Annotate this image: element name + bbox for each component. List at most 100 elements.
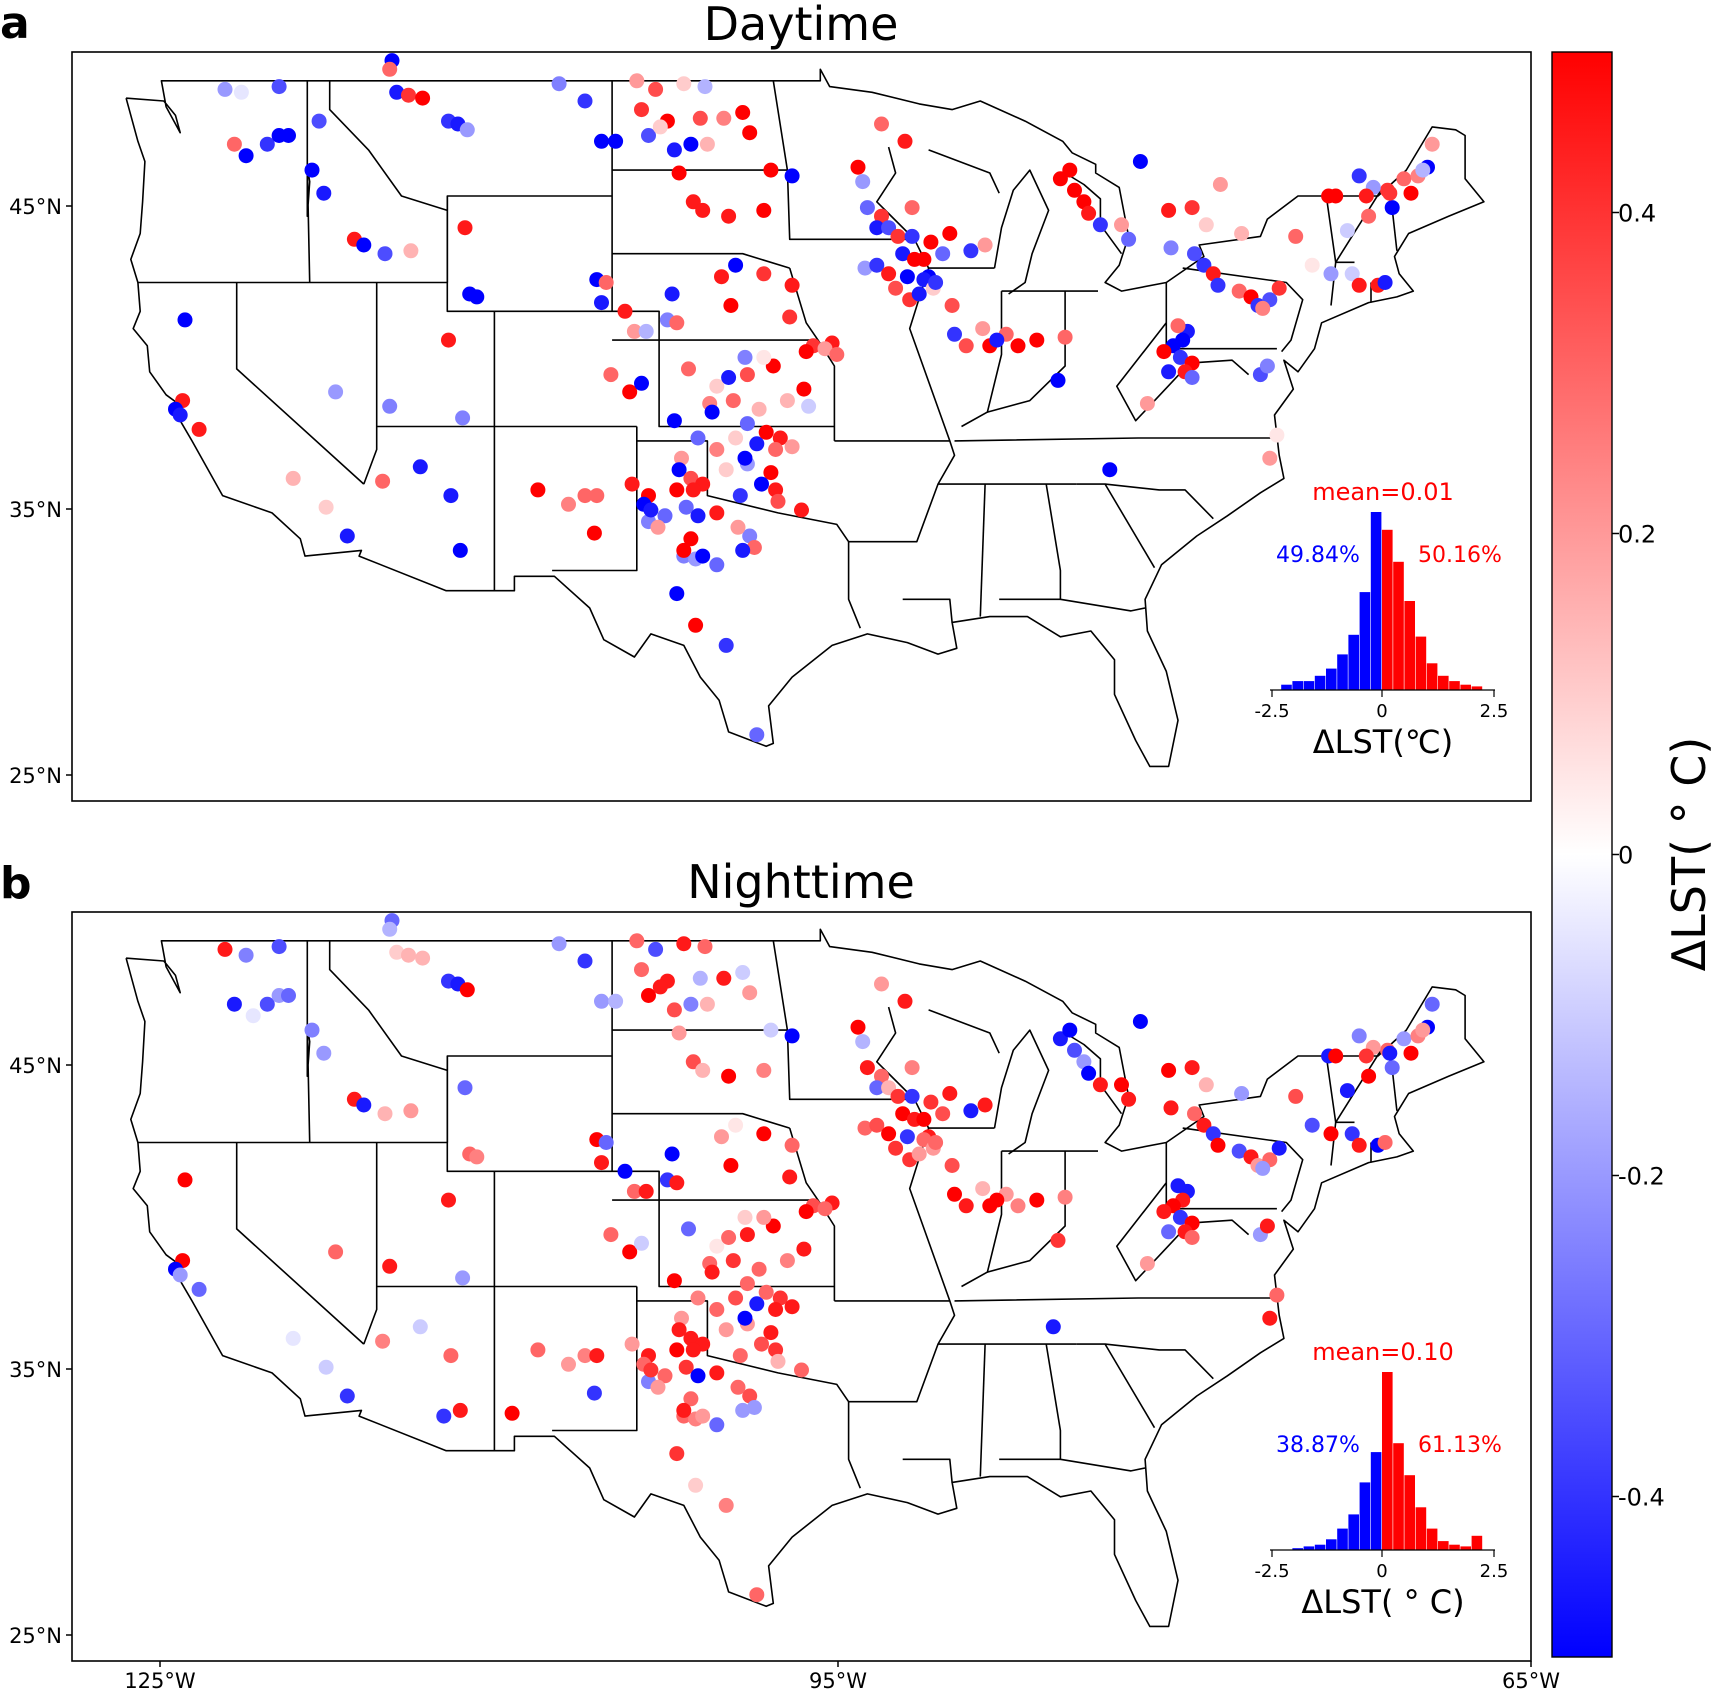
station-point (594, 133, 609, 149)
station-point (589, 488, 605, 504)
station-point (975, 1181, 991, 1197)
station-point (641, 988, 656, 1003)
station-point (801, 398, 817, 414)
station-point (944, 1158, 960, 1173)
station-point (1172, 1209, 1188, 1225)
station-point (666, 142, 682, 158)
station-point (1114, 217, 1129, 233)
boundary-line (235, 1142, 365, 1345)
station-point (652, 119, 668, 135)
station-point (683, 1391, 699, 1407)
station-point (1269, 1287, 1285, 1303)
station-point (911, 286, 927, 302)
inset-tick-label: 2.5 (1480, 701, 1509, 722)
station-point (1161, 1224, 1177, 1240)
station-point (735, 105, 751, 120)
station-point (890, 1088, 906, 1104)
boundary-line (1325, 195, 1337, 306)
station-point (739, 1227, 755, 1243)
station-point (671, 165, 687, 181)
station-point (1234, 1086, 1250, 1101)
histogram-bar-positive (1426, 663, 1438, 690)
station-point (704, 1264, 720, 1280)
inset-xlabel: ΔLST(℃) (1313, 723, 1453, 761)
boundary-line (954, 437, 1275, 442)
station-point (1424, 136, 1440, 152)
station-point (874, 1068, 889, 1084)
station-point (742, 528, 758, 544)
boundary-line (363, 282, 378, 485)
boundary-line (1116, 322, 1250, 422)
station-point (723, 1158, 739, 1173)
histogram-bar-negative (1292, 1548, 1303, 1550)
boundary-line (306, 80, 311, 283)
station-point (869, 220, 885, 236)
station-point (739, 1276, 755, 1292)
station-point (669, 1175, 685, 1191)
station-point (869, 1117, 885, 1133)
station-point (904, 200, 920, 216)
station-point (1361, 1068, 1377, 1084)
station-point (718, 1497, 734, 1513)
station-point (443, 488, 459, 504)
station-point (1212, 177, 1228, 192)
station-point (714, 1129, 729, 1145)
boundary-line (137, 1055, 613, 1144)
station-point (271, 939, 287, 955)
station-point (1339, 1083, 1355, 1099)
station-point (768, 1302, 784, 1317)
station-point (1170, 1178, 1186, 1194)
station-point (735, 965, 751, 980)
station-point (530, 482, 546, 498)
station-point (874, 116, 889, 132)
station-point (1415, 1022, 1431, 1038)
station-point (457, 220, 473, 236)
station-point (172, 1267, 188, 1283)
station-point (311, 113, 327, 129)
station-point (608, 993, 624, 1009)
station-point (958, 1198, 974, 1214)
station-point (904, 1088, 920, 1104)
lat-tick-label: 25°N (9, 1624, 62, 1648)
station-point (895, 246, 911, 262)
station-point (683, 531, 699, 547)
station-point (666, 1002, 682, 1018)
station-point (412, 459, 428, 475)
station-point (756, 202, 772, 218)
station-point (1358, 1048, 1374, 1064)
station-point (643, 502, 659, 518)
station-point (935, 246, 951, 262)
station-point (238, 947, 254, 963)
station-point (935, 1106, 951, 1122)
station-point (281, 988, 296, 1003)
station-point (1271, 1140, 1287, 1156)
station-point (1205, 266, 1221, 282)
station-point (1198, 1077, 1214, 1093)
map-frame (71, 51, 1532, 802)
station-point (692, 970, 708, 986)
station-point (316, 1045, 332, 1061)
station-point (259, 996, 275, 1012)
histogram-bar-negative (1348, 1514, 1359, 1550)
inset-positive-share: 61.13% (1418, 1433, 1502, 1458)
station-point (375, 473, 391, 489)
station-point (709, 557, 725, 573)
histogram-bar-positive (1393, 1443, 1404, 1550)
station-point (561, 1356, 576, 1372)
station-point (1045, 1319, 1061, 1335)
boundary-line (999, 483, 1062, 601)
station-point (904, 228, 920, 244)
station-point (318, 1359, 334, 1375)
station-point (1361, 208, 1377, 224)
station-point (589, 1348, 605, 1364)
station-point (768, 482, 784, 498)
station-point (855, 174, 871, 190)
histogram-bar-negative (1337, 654, 1348, 690)
station-point (1187, 246, 1202, 262)
station-point (763, 1022, 779, 1038)
histogram-bar-negative (1303, 681, 1315, 690)
station-point (784, 439, 800, 455)
station-point (765, 1218, 781, 1234)
station-point (1067, 1042, 1082, 1058)
station-point (1081, 1065, 1097, 1081)
